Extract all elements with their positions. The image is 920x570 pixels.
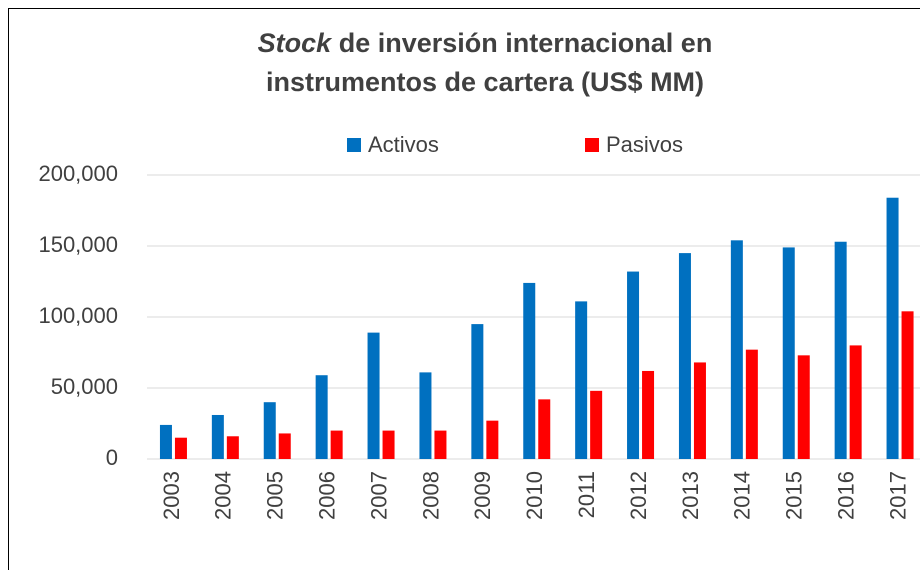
x-tick-label: 2007: [366, 471, 391, 520]
bar: [486, 420, 499, 459]
bar: [834, 241, 847, 459]
y-tick-label: 50,000: [51, 374, 118, 399]
legend-swatch: [585, 138, 599, 152]
bar: [174, 437, 187, 459]
y-tick-label: 100,000: [38, 303, 118, 328]
bar: [382, 430, 395, 459]
x-tick-label: 2016: [833, 471, 858, 520]
x-tick-label: 2012: [626, 471, 651, 520]
bar: [226, 436, 239, 459]
legend-label: Pasivos: [606, 132, 683, 157]
x-tick-label: 2015: [782, 471, 807, 520]
bar: [575, 301, 588, 459]
x-tick-label: 2011: [574, 471, 599, 518]
bar: [315, 375, 328, 459]
x-tick-label: 2017: [885, 471, 910, 520]
y-tick-label: 0: [106, 445, 118, 470]
bar: [263, 402, 276, 459]
bar: [434, 430, 447, 459]
title-part: de inversión internacional en: [339, 28, 713, 58]
title-italic: Stock: [258, 28, 334, 58]
bar: [471, 324, 484, 459]
bar: [159, 424, 172, 459]
legend-swatch: [347, 138, 361, 152]
x-tick-label: 2004: [211, 471, 236, 520]
bar: [745, 349, 758, 459]
x-tick-label: 2013: [678, 471, 703, 520]
bar: [886, 197, 899, 459]
legend-label: Activos: [368, 132, 439, 157]
x-tick-label: 2014: [730, 471, 755, 520]
bar: [523, 282, 536, 459]
x-tick-label: 2003: [159, 471, 184, 520]
chart-title: Stock de inversión internacional en: [258, 28, 713, 58]
bar: [367, 332, 380, 459]
bar: [538, 399, 551, 459]
bar: [782, 247, 795, 459]
bar: [419, 372, 432, 459]
x-tick-label: 2008: [418, 471, 443, 520]
bar: [330, 430, 343, 459]
bar: [849, 345, 862, 459]
bar: [627, 271, 640, 459]
y-tick-label: 150,000: [38, 232, 118, 257]
chart-border: [8, 8, 920, 570]
bar: [642, 370, 655, 459]
bar: [278, 433, 291, 459]
bar: [678, 253, 691, 459]
bar: [590, 390, 603, 459]
x-tick-label: 2010: [522, 471, 547, 520]
chart-title: instrumentos de cartera (US$ MM): [266, 67, 704, 97]
y-tick-label: 200,000: [38, 161, 118, 186]
bar: [901, 311, 914, 459]
bar: [730, 240, 743, 459]
x-tick-label: 2006: [314, 471, 339, 520]
bar: [693, 362, 706, 459]
x-tick-label: 2009: [470, 471, 495, 520]
bar: [797, 355, 810, 459]
x-tick-label: 2005: [263, 471, 288, 520]
bar: [211, 414, 224, 459]
